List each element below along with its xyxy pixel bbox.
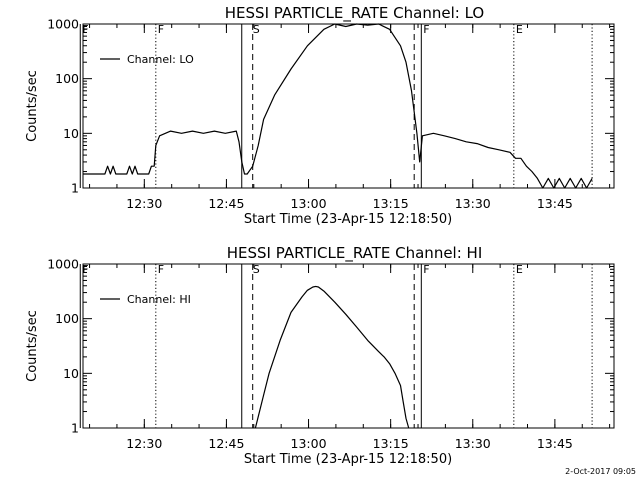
y-tick-label: 100 <box>55 311 79 326</box>
y-axis-label: Counts/sec <box>25 70 40 142</box>
y-tick-label: 1 <box>71 181 79 196</box>
y-tick-label: 1 <box>71 421 79 436</box>
y-tick-label: 1000 <box>47 17 79 32</box>
x-tick-label: 13:15 <box>373 196 409 211</box>
x-tick-label: 13:00 <box>291 436 327 451</box>
channel-hi-panel: HESSI PARTICLE_RATE Channel: HIF F S F E1101… <box>25 244 615 467</box>
x-tick-label: 13:15 <box>373 436 409 451</box>
event-flag-label: F <box>423 263 429 276</box>
x-tick-label: 13:00 <box>291 196 327 211</box>
timestamp-label: 2-Oct-2017 09:05 <box>565 467 636 476</box>
x-tick-label: 13:45 <box>537 436 573 451</box>
chart-title: HESSI PARTICLE_RATE Channel: LO <box>225 4 484 23</box>
y-tick-label: 10 <box>63 126 79 141</box>
x-tick-label: 12:30 <box>126 196 162 211</box>
y-tick-label: 100 <box>55 71 79 86</box>
event-flag-label: E <box>516 23 523 36</box>
y-axis-label: Counts/sec <box>25 310 40 382</box>
x-tick-label: 13:30 <box>455 436 491 451</box>
x-axis-label: Start Time (23-Apr-15 12:18:50) <box>244 452 452 467</box>
y-tick-label: 1000 <box>47 257 79 272</box>
plot-frame <box>82 263 615 429</box>
event-flag-label: F <box>423 23 429 36</box>
x-axis-label: Start Time (23-Apr-15 12:18:50) <box>244 212 452 227</box>
legend-label: Channel: LO <box>127 53 194 66</box>
x-tick-label: 12:30 <box>126 436 162 451</box>
x-tick-label: 13:30 <box>455 196 491 211</box>
x-tick-label: 12:45 <box>208 436 244 451</box>
event-flag-label: F <box>158 263 164 276</box>
event-flag-label: S <box>253 23 260 36</box>
event-flag-label: E <box>516 263 523 276</box>
channel-lo-panel: HESSI PARTICLE_RATE Channel: LOF F S F E1101… <box>25 4 615 227</box>
y-tick-label: 10 <box>63 366 79 381</box>
chart-title: HESSI PARTICLE_RATE Channel: HI <box>227 244 483 263</box>
count-rate-line <box>254 285 410 429</box>
legend-label: Channel: HI <box>127 293 191 306</box>
count-rate-line <box>83 23 593 189</box>
x-tick-label: 13:45 <box>537 196 573 211</box>
event-flag-label: S <box>253 263 260 276</box>
plot-frame <box>82 23 615 189</box>
x-tick-label: 12:45 <box>208 196 244 211</box>
event-flag-label: F <box>158 23 164 36</box>
